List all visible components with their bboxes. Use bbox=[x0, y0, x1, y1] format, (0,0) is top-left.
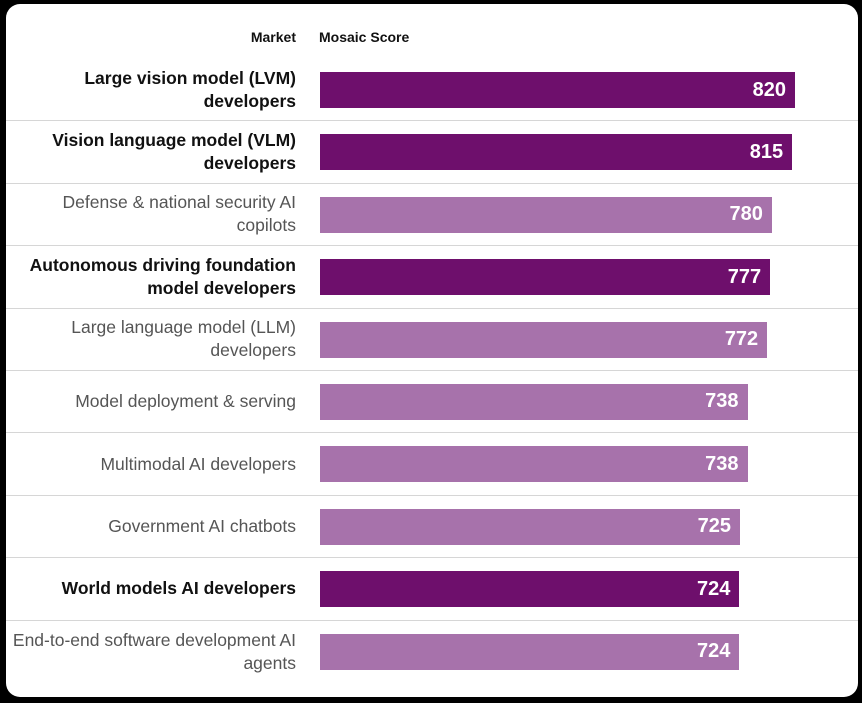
chart-card: Market Mosaic Score Large vision model (… bbox=[6, 4, 858, 697]
score-value-label: 738 bbox=[705, 452, 739, 475]
score-bar: 724 bbox=[320, 633, 740, 670]
market-row: Defense & national security AI copilots 7… bbox=[6, 184, 858, 247]
score-bar: 738 bbox=[320, 446, 748, 483]
score-bar: 724 bbox=[320, 571, 740, 608]
market-row: Government AI chatbots 725 bbox=[6, 496, 858, 559]
market-row: Vision language model (VLM) developers 81… bbox=[6, 121, 858, 184]
score-bar: 772 bbox=[320, 321, 768, 358]
market-label: Model deployment & serving bbox=[75, 391, 296, 412]
market-row: Autonomous driving foundation model deve… bbox=[6, 246, 858, 309]
market-row: Model deployment & serving 738 bbox=[6, 371, 858, 434]
score-bar: 815 bbox=[320, 134, 793, 171]
score-value-label: 724 bbox=[697, 577, 731, 600]
score-value-label: 815 bbox=[749, 140, 784, 163]
bar-rows: Large vision model (LVM) developers 820 Vi… bbox=[6, 59, 858, 683]
score-bar: 738 bbox=[320, 383, 748, 420]
market-label: Multimodal AI developers bbox=[100, 453, 296, 474]
market-label: World models AI developers bbox=[61, 578, 296, 599]
score-value-label: 780 bbox=[729, 203, 763, 226]
market-label: Large language model (LLM) developers bbox=[71, 317, 296, 361]
market-row: Large language model (LLM) developers 772 bbox=[6, 309, 858, 371]
score-value-label: 738 bbox=[705, 390, 739, 413]
score-bar: 820 bbox=[320, 72, 795, 108]
market-row: Large vision model (LVM) developers 820 bbox=[6, 59, 858, 122]
score-bar: 725 bbox=[320, 508, 740, 545]
market-row: Multimodal AI developers 738 bbox=[6, 433, 858, 496]
score-value-label: 777 bbox=[727, 265, 762, 288]
market-label: Vision language model (VLM) developers bbox=[52, 130, 296, 174]
score-value-label: 724 bbox=[697, 640, 731, 663]
market-label: Large vision model (LVM) developers bbox=[84, 67, 296, 111]
score-bar: 777 bbox=[320, 259, 771, 296]
score-column-header: Mosaic Score bbox=[319, 29, 410, 45]
market-column-header: Market bbox=[250, 29, 296, 45]
market-label: Autonomous driving foundation model deve… bbox=[29, 254, 296, 298]
score-value-label: 772 bbox=[724, 328, 759, 351]
market-label: End-to-end software development AI agent… bbox=[12, 629, 296, 673]
market-label: Government AI chatbots bbox=[108, 515, 296, 536]
market-label: Defense & national security AI copilots bbox=[62, 192, 296, 236]
score-bar: 780 bbox=[320, 196, 772, 233]
score-value-label: 820 bbox=[752, 78, 786, 101]
score-value-label: 725 bbox=[697, 515, 731, 538]
market-row: End-to-end software development AI agent… bbox=[6, 621, 858, 683]
market-row: World models AI developers 724 bbox=[6, 558, 858, 621]
